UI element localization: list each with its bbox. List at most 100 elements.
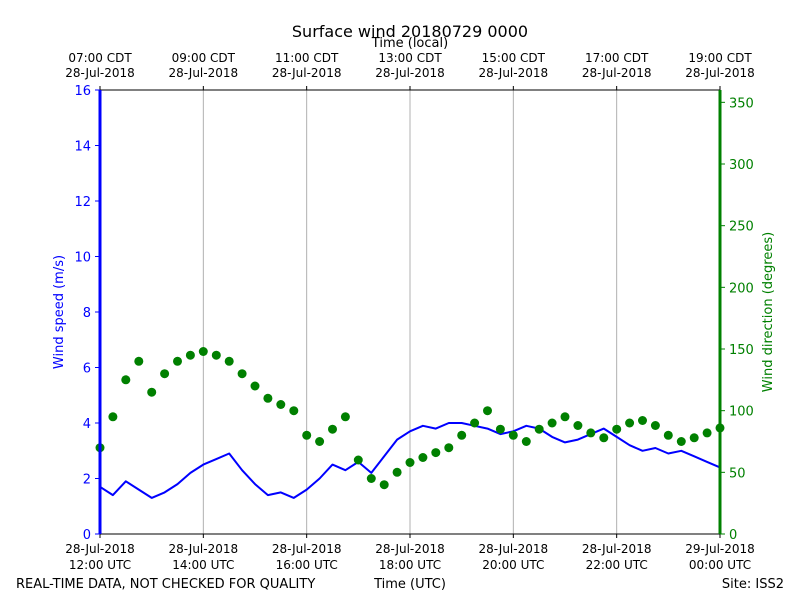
wind-direction-point — [289, 406, 299, 416]
wind-direction-point — [470, 418, 480, 428]
top-tick-date: 28-Jul-2018 — [65, 66, 135, 80]
wind-direction-point — [353, 455, 363, 465]
wind-direction-point — [560, 412, 570, 422]
right-axis-label: Wind direction (degrees) — [761, 232, 776, 392]
wind-direction-point — [108, 412, 118, 422]
wind-direction-point — [495, 424, 505, 434]
top-tick-time: 15:00 CDT — [482, 51, 546, 65]
right-tick-label: 50 — [729, 466, 746, 481]
wind-direction-point — [276, 400, 286, 409]
wind-direction-point — [573, 421, 583, 430]
bottom-tick-time: 12:00 UTC — [69, 558, 131, 572]
wind-direction-point — [250, 381, 260, 391]
left-tick-label: 16 — [74, 84, 91, 99]
right-tick-label: 150 — [729, 343, 754, 358]
wind-direction-point — [237, 369, 247, 379]
bottom-tick-time: 16:00 UTC — [276, 558, 338, 572]
wind-direction-point — [599, 433, 609, 443]
wind-direction-point — [302, 430, 312, 440]
wind-direction-point — [547, 418, 557, 428]
bottom-axis-label: Time (UTC) — [373, 577, 446, 592]
top-axis-label: Time (local) — [371, 36, 448, 51]
wind-direction-point — [173, 356, 182, 366]
top-tick-date: 28-Jul-2018 — [685, 66, 755, 80]
wind-direction-point — [586, 428, 596, 438]
left-tick-label: 6 — [83, 362, 91, 377]
vertical-gridlines — [202, 90, 618, 534]
right-tick-label: 250 — [729, 220, 754, 235]
left-tick-label: 12 — [74, 195, 91, 210]
right-tick-label: 200 — [729, 281, 754, 296]
bottom-tick-date: 28-Jul-2018 — [582, 542, 652, 556]
wind-direction-point — [224, 356, 234, 366]
wind-direction-point — [689, 433, 699, 443]
bottom-tick-time: 00:00 UTC — [689, 558, 751, 572]
wind-direction-point — [418, 453, 428, 462]
bottom-tick-date: 28-Jul-2018 — [169, 542, 239, 556]
left-tick-label: 14 — [74, 140, 91, 155]
series-layer — [95, 347, 725, 499]
top-tick-time: 11:00 CDT — [275, 51, 339, 65]
left-tick-label: 4 — [83, 417, 91, 432]
wind-direction-point — [315, 437, 325, 446]
right-tick-label: 350 — [729, 96, 754, 111]
wind-direction-point — [444, 443, 454, 453]
wind-direction-point — [483, 406, 492, 416]
bottom-tick-date: 28-Jul-2018 — [375, 542, 445, 556]
top-tick-time: 19:00 CDT — [688, 51, 752, 65]
wind-direction-point — [638, 416, 647, 425]
wind-direction-point — [185, 350, 195, 360]
bottom-tick-time: 18:00 UTC — [379, 558, 441, 572]
top-tick-time: 07:00 CDT — [68, 51, 132, 65]
wind-direction-point — [366, 474, 376, 483]
wind-direction-point — [663, 430, 673, 440]
right-tick-label: 0 — [729, 528, 737, 543]
wind-direction-point — [147, 387, 157, 397]
wind-direction-point — [121, 375, 131, 385]
bottom-tick-time: 14:00 UTC — [172, 558, 234, 572]
top-tick-date: 28-Jul-2018 — [582, 66, 652, 80]
chart-title: Surface wind 20180729 0000 — [292, 22, 528, 41]
wind-direction-point — [508, 430, 518, 440]
top-tick-date: 28-Jul-2018 — [375, 66, 445, 80]
top-tick-time: 09:00 CDT — [172, 51, 236, 65]
wind-direction-point — [521, 437, 531, 446]
bottom-tick-time: 22:00 UTC — [586, 558, 648, 572]
wind-direction-point — [379, 480, 389, 490]
wind-direction-point — [263, 393, 273, 403]
wind-direction-point — [392, 467, 402, 477]
left-tick-label: 8 — [83, 306, 91, 321]
wind-direction-point — [211, 350, 221, 360]
wind-speed-line — [99, 422, 721, 499]
wind-direction-point — [340, 412, 350, 422]
top-tick-date: 28-Jul-2018 — [479, 66, 549, 80]
left-axis-label: Wind speed (m/s) — [52, 255, 67, 369]
wind-direction-point — [702, 428, 712, 438]
bottom-tick-date: 28-Jul-2018 — [272, 542, 342, 556]
top-tick-time: 17:00 CDT — [585, 51, 649, 65]
wind-direction-point — [612, 424, 622, 434]
site-label: Site: ISS2 — [722, 577, 784, 592]
top-tick-time: 13:00 CDT — [378, 51, 442, 65]
wind-direction-point — [457, 430, 467, 440]
quality-disclaimer: REAL-TIME DATA, NOT CHECKED FOR QUALITY — [16, 577, 315, 592]
wind-direction-point — [405, 458, 415, 467]
left-tick-label: 0 — [83, 528, 91, 543]
wind-direction-point — [625, 418, 635, 428]
wind-direction-point — [431, 448, 441, 458]
wind-direction-point — [198, 347, 208, 356]
left-tick-label: 10 — [74, 251, 91, 266]
wind-direction-point — [534, 424, 544, 434]
wind-direction-point — [160, 369, 170, 379]
bottom-tick-date: 28-Jul-2018 — [479, 542, 549, 556]
bottom-tick-date: 28-Jul-2018 — [65, 542, 135, 556]
top-tick-date: 28-Jul-2018 — [272, 66, 342, 80]
wind-direction-point — [328, 424, 337, 434]
wind-direction-point — [650, 421, 660, 430]
left-tick-label: 2 — [83, 473, 91, 488]
wind-direction-point — [134, 356, 144, 366]
wind-direction-point — [676, 437, 686, 446]
right-tick-label: 100 — [729, 405, 754, 420]
